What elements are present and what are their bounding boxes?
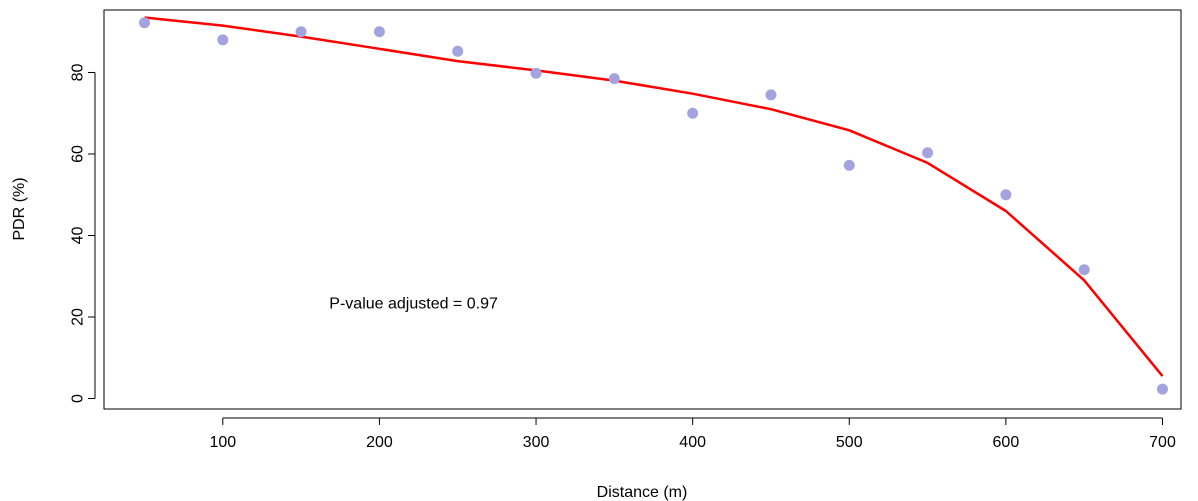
y-tick-label: 40 bbox=[70, 226, 87, 244]
y-tick-label: 60 bbox=[70, 145, 87, 163]
y-axis-title: PDR (%) bbox=[11, 177, 28, 240]
data-point bbox=[1157, 383, 1168, 395]
x-tick-label: 400 bbox=[679, 434, 706, 451]
data-point bbox=[1000, 189, 1012, 201]
x-axis-title: Distance (m) bbox=[597, 484, 688, 501]
data-point bbox=[530, 67, 542, 79]
x-tick-label: 300 bbox=[523, 434, 550, 451]
data-point bbox=[452, 45, 464, 57]
data-point bbox=[843, 159, 855, 171]
x-tick-label: 100 bbox=[209, 434, 236, 451]
y-tick-label: 20 bbox=[70, 308, 87, 326]
data-point bbox=[922, 147, 934, 159]
x-tick-label: 700 bbox=[1149, 434, 1176, 451]
data-point bbox=[687, 107, 699, 119]
data-point bbox=[373, 26, 385, 38]
y-axis: 0 20 40 60 80 bbox=[70, 63, 96, 403]
data-point bbox=[765, 89, 777, 101]
x-tick-label: 500 bbox=[836, 434, 863, 451]
data-point bbox=[295, 26, 307, 38]
data-point bbox=[1078, 264, 1090, 276]
x-axis: 100 200 300 400 500 600 700 bbox=[209, 417, 1176, 451]
y-tick-label: 0 bbox=[70, 394, 87, 403]
y-tick-label: 80 bbox=[70, 63, 87, 81]
x-tick-label: 600 bbox=[993, 434, 1020, 451]
fit-line bbox=[144, 16, 1164, 377]
x-tick-label: 200 bbox=[366, 434, 393, 451]
data-point bbox=[608, 73, 620, 85]
series-layer bbox=[139, 16, 1168, 395]
plot-box bbox=[103, 9, 1182, 410]
data-point bbox=[139, 17, 150, 29]
p-value-annotation: P-value adjusted = 0.97 bbox=[329, 296, 498, 313]
data-point bbox=[217, 34, 229, 46]
